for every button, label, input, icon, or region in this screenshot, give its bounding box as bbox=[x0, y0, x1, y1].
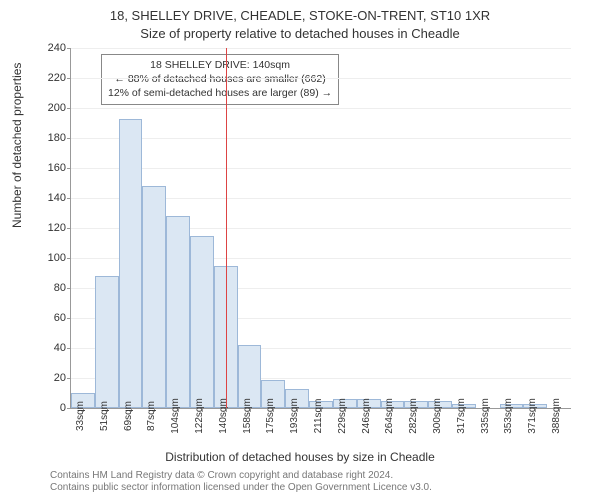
x-axis-label: Distribution of detached houses by size … bbox=[0, 450, 600, 464]
xtick-label: 282sqm bbox=[408, 398, 419, 434]
ytick-mark bbox=[67, 198, 71, 199]
title-description: Size of property relative to detached ho… bbox=[0, 26, 600, 41]
ytick-label: 60 bbox=[54, 312, 66, 324]
xtick-label: 229sqm bbox=[337, 398, 348, 434]
xtick-label: 193sqm bbox=[289, 398, 300, 434]
ytick-mark bbox=[67, 108, 71, 109]
ytick-mark bbox=[67, 318, 71, 319]
y-axis-label: Number of detached properties bbox=[10, 63, 24, 228]
xtick-label: 175sqm bbox=[265, 398, 276, 434]
ytick-mark bbox=[67, 168, 71, 169]
ytick-label: 80 bbox=[54, 282, 66, 294]
histogram-bar bbox=[190, 236, 214, 409]
title-address: 18, SHELLEY DRIVE, CHEADLE, STOKE-ON-TRE… bbox=[0, 8, 600, 23]
xtick-label: 335sqm bbox=[480, 398, 491, 434]
ytick-label: 160 bbox=[48, 162, 66, 174]
ytick-label: 20 bbox=[54, 372, 66, 384]
annotation-line: 18 SHELLEY DRIVE: 140sqm bbox=[108, 58, 332, 72]
gridline bbox=[71, 168, 571, 169]
ytick-label: 0 bbox=[60, 402, 66, 414]
plot-area: 18 SHELLEY DRIVE: 140sqm← 88% of detache… bbox=[70, 48, 571, 409]
ytick-label: 180 bbox=[48, 132, 66, 144]
xtick-label: 33sqm bbox=[75, 401, 86, 431]
marker-annotation-box: 18 SHELLEY DRIVE: 140sqm← 88% of detache… bbox=[101, 54, 339, 105]
xtick-label: 317sqm bbox=[456, 398, 467, 434]
ytick-label: 220 bbox=[48, 72, 66, 84]
xtick-label: 246sqm bbox=[361, 398, 372, 434]
ytick-mark bbox=[67, 378, 71, 379]
ytick-label: 100 bbox=[48, 252, 66, 264]
footer-line-2: Contains public sector information licen… bbox=[50, 482, 432, 494]
ytick-label: 200 bbox=[48, 102, 66, 114]
ytick-mark bbox=[67, 78, 71, 79]
histogram-bar bbox=[166, 216, 190, 408]
gridline bbox=[71, 48, 571, 49]
xtick-label: 87sqm bbox=[146, 401, 157, 431]
histogram-bar bbox=[142, 186, 166, 408]
xtick-label: 104sqm bbox=[170, 398, 181, 434]
histogram-bar bbox=[119, 119, 143, 409]
ytick-mark bbox=[67, 48, 71, 49]
histogram-bar bbox=[95, 276, 119, 408]
xtick-label: 51sqm bbox=[99, 401, 110, 431]
xtick-label: 388sqm bbox=[551, 398, 562, 434]
gridline bbox=[71, 108, 571, 109]
ytick-mark bbox=[67, 288, 71, 289]
ytick-label: 140 bbox=[48, 192, 66, 204]
ytick-mark bbox=[67, 228, 71, 229]
ytick-label: 120 bbox=[48, 222, 66, 234]
gridline bbox=[71, 138, 571, 139]
ytick-label: 240 bbox=[48, 42, 66, 54]
xtick-label: 69sqm bbox=[123, 401, 134, 431]
xtick-label: 353sqm bbox=[503, 398, 514, 434]
xtick-label: 371sqm bbox=[527, 398, 538, 434]
gridline bbox=[71, 78, 571, 79]
annotation-line: ← 88% of detached houses are smaller (66… bbox=[108, 72, 332, 86]
xtick-label: 264sqm bbox=[384, 398, 395, 434]
ytick-mark bbox=[67, 408, 71, 409]
footer-line-1: Contains HM Land Registry data © Crown c… bbox=[50, 470, 432, 482]
chart-container: 18, SHELLEY DRIVE, CHEADLE, STOKE-ON-TRE… bbox=[0, 0, 600, 500]
xtick-label: 122sqm bbox=[194, 398, 205, 434]
annotation-line: 12% of semi-detached houses are larger (… bbox=[108, 86, 332, 100]
xtick-label: 300sqm bbox=[432, 398, 443, 434]
ytick-label: 40 bbox=[54, 342, 66, 354]
marker-line bbox=[226, 48, 228, 408]
xtick-label: 211sqm bbox=[313, 399, 324, 434]
footer-attribution: Contains HM Land Registry data © Crown c… bbox=[50, 470, 432, 494]
ytick-mark bbox=[67, 138, 71, 139]
ytick-mark bbox=[67, 348, 71, 349]
xtick-label: 158sqm bbox=[242, 398, 253, 434]
ytick-mark bbox=[67, 258, 71, 259]
